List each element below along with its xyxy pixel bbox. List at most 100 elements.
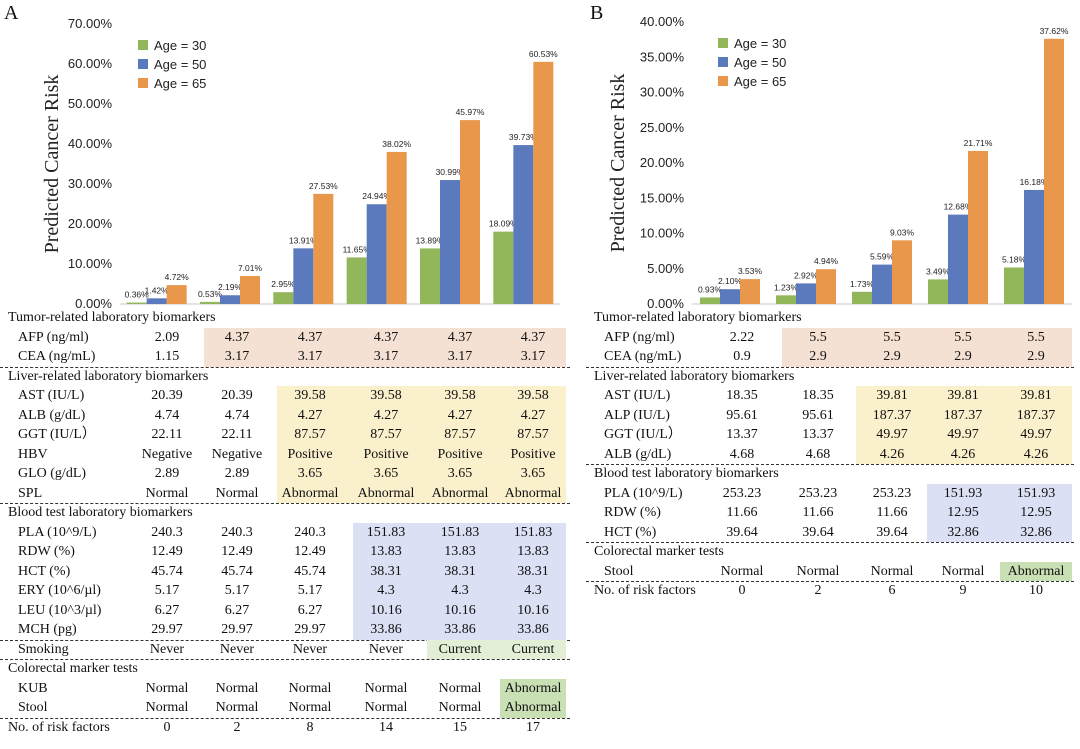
- table-cell: Negative: [211, 446, 263, 462]
- y-tick-label: 10.00%: [640, 226, 685, 241]
- section-divider: [0, 639, 570, 641]
- data-label: 2.95%: [271, 279, 296, 289]
- data-label: 60.53%: [529, 49, 558, 59]
- table-cell: 3.17: [520, 349, 546, 364]
- table-cell: 29.97: [151, 622, 183, 637]
- table-cell: 4.3: [451, 583, 469, 598]
- section-divider: [586, 366, 1074, 368]
- data-label: 4.72%: [165, 272, 190, 282]
- row-label: ALB (g/dL): [18, 407, 86, 423]
- table-cell: Normal: [145, 680, 189, 696]
- risk-factor-count: 2: [814, 583, 822, 598]
- section-divider: [0, 503, 570, 504]
- legend-swatch: [138, 40, 148, 50]
- table-cell: 3.65: [520, 466, 546, 481]
- table-cell: 87.57: [370, 427, 402, 442]
- table-cell: 2.09: [154, 329, 180, 345]
- table-cell: Current: [438, 641, 482, 657]
- table-cell: 3.65: [297, 466, 323, 481]
- y-tick-label: 20.00%: [68, 216, 113, 231]
- table-cell: 2.9: [809, 349, 827, 364]
- data-label: 11.65%: [343, 244, 372, 254]
- table-cell: 151.83: [366, 524, 406, 540]
- table-cell: 10.16: [517, 602, 549, 618]
- risk-factor-count: 0: [738, 583, 746, 598]
- row-label: AFP (ng/ml): [604, 329, 675, 345]
- section-divider: [0, 659, 570, 660]
- table-cell: 45.74: [151, 563, 183, 579]
- data-label: 3.49%: [926, 266, 951, 276]
- table-cell: 22.11: [221, 427, 253, 442]
- bar-age-50-1: [796, 283, 816, 304]
- table-cell: 5.17: [224, 583, 250, 598]
- table-cell: 3.65: [373, 466, 399, 481]
- bar-age-50-4: [1024, 189, 1044, 304]
- data-label: 12.68%: [944, 202, 973, 212]
- bar-age-65-4: [1044, 38, 1064, 305]
- data-label: 5.59%: [870, 252, 895, 262]
- table-cell: 187.37: [1016, 407, 1056, 423]
- y-tick-label: 10.00%: [68, 256, 113, 271]
- data-label: 4.94%: [814, 256, 839, 266]
- section-header: Tumor-related laboratory biomarkers: [594, 310, 802, 325]
- data-label: 7.01%: [238, 263, 263, 273]
- bar-age-30-2: [273, 292, 294, 304]
- data-label: 13.91%: [289, 235, 318, 245]
- legend-swatch: [138, 59, 148, 69]
- table-cell: 5.17: [154, 583, 180, 598]
- legend-swatch: [718, 57, 728, 67]
- row-label: KUB: [18, 680, 48, 696]
- bar-age-30-0: [700, 297, 720, 304]
- bar-age-65-2: [313, 193, 334, 304]
- row-label: HBV: [18, 446, 48, 462]
- risk-factors-label: No. of risk factors: [594, 583, 696, 598]
- row-label: PLA (10^9/L): [604, 485, 683, 501]
- table-cell: 38.31: [370, 563, 402, 579]
- bar-age-65-0: [166, 285, 187, 304]
- risk-factor-count: 9: [959, 583, 967, 598]
- data-label: 2.10%: [718, 276, 743, 286]
- table-cell: 39.64: [802, 524, 834, 540]
- data-label: 24.94%: [362, 191, 391, 201]
- row-label: LEU (10^3/µl): [18, 602, 102, 618]
- bar-age-65-5: [533, 61, 554, 304]
- table-cell: 39.58: [370, 388, 402, 403]
- table-cell: 12.49: [221, 544, 253, 559]
- table-cell: 39.64: [876, 524, 908, 540]
- y-tick-label: 20.00%: [640, 155, 685, 170]
- table-cell: 151.83: [513, 524, 553, 540]
- table-cell: 187.37: [943, 407, 983, 423]
- table-cell: 5.5: [809, 329, 827, 345]
- table-cell: 13.83: [444, 544, 476, 559]
- data-label: 5.18%: [1002, 254, 1027, 264]
- highlight-block: [353, 522, 566, 640]
- table-cell: 253.23: [722, 485, 762, 501]
- table-cell: Normal: [796, 563, 840, 579]
- row-label: RDW (%): [18, 544, 75, 559]
- table-cell: 18.35: [726, 388, 758, 403]
- section-divider: [586, 581, 1074, 582]
- data-label: 0.93%: [698, 284, 723, 294]
- bar-age-50-3: [366, 204, 387, 304]
- section-header: Colorectal marker tests: [8, 661, 138, 676]
- table-cell: 45.74: [221, 563, 253, 579]
- table-cell: 240.3: [151, 524, 183, 540]
- legend-label: Age = 50: [154, 57, 206, 72]
- highlight-block: [856, 386, 1072, 464]
- table-cell: 39.81: [1020, 388, 1052, 403]
- table-cell: 2.9: [954, 349, 972, 364]
- highlight-block: [782, 327, 1072, 367]
- table-cell: 12.49: [151, 544, 183, 559]
- table-cell: 2.22: [729, 329, 755, 345]
- table-cell: Normal: [720, 563, 764, 579]
- row-label: CEA (ng/mL): [604, 349, 682, 364]
- section-header: Colorectal marker tests: [594, 544, 724, 559]
- row-label: SPL: [18, 485, 43, 501]
- table-cell: 0.9: [733, 349, 751, 364]
- legend-label: Age = 65: [154, 76, 206, 91]
- data-label: 38.02%: [382, 139, 411, 149]
- table-cell: 45.74: [294, 563, 326, 579]
- table-cell: 20.39: [151, 388, 183, 403]
- table-cell: 12.95: [1020, 505, 1052, 520]
- table-cell: 13.37: [726, 427, 758, 442]
